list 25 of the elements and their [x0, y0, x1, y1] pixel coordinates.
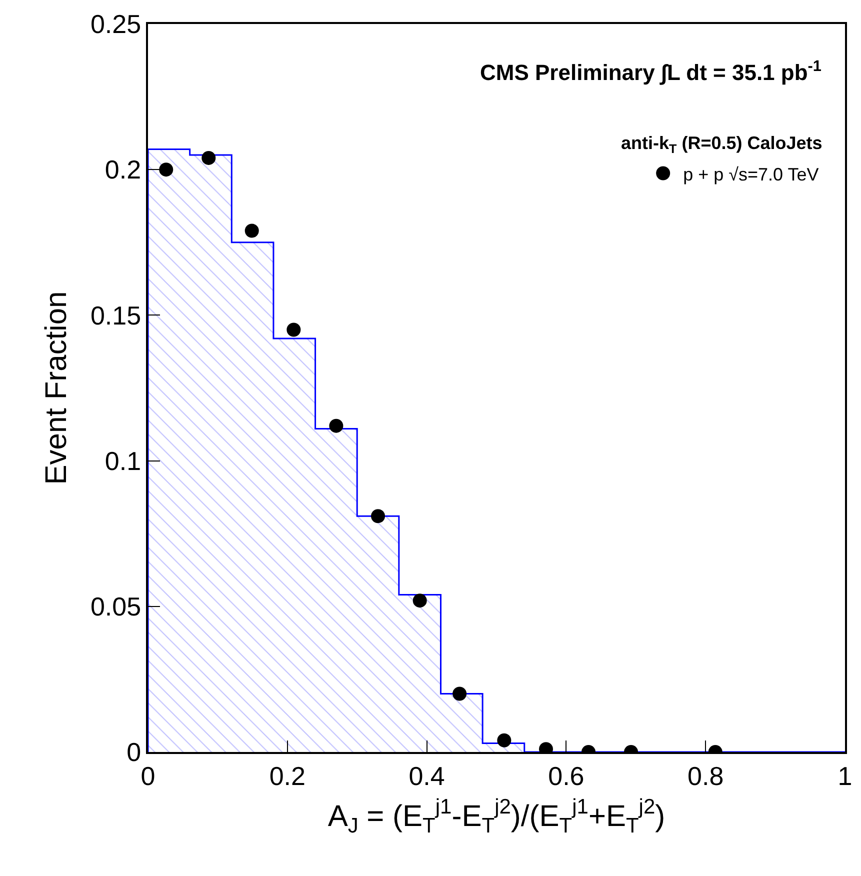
point — [244, 224, 259, 238]
point — [202, 150, 216, 165]
point — [286, 322, 301, 337]
point — [371, 509, 386, 524]
point — [497, 733, 512, 748]
x-tick-label: 0.8 — [688, 760, 724, 791]
x-tick-label: 0.2 — [269, 760, 306, 791]
point — [412, 594, 427, 608]
x-tick-label: 1 — [838, 760, 852, 791]
legend-label: p + p √s=7.0 TeV — [683, 164, 819, 184]
y-axis-title: Event Fraction — [40, 291, 73, 485]
x-tick-label: 0.4 — [408, 760, 445, 791]
y-tick-label: 0.2 — [104, 154, 142, 185]
y-tick-label: 0 — [126, 737, 142, 768]
point — [452, 686, 467, 701]
y-tick-label: 0.1 — [104, 446, 142, 476]
text: A$_{J}$ = (E$_{T}$$^{j1}$-E$_{T}$$^{j2}$)/(E$_{T}$$^{j1}$+E$_{T}$$^{j2}$) — [328, 795, 666, 838]
y-tick-label: 0.05 — [90, 592, 142, 622]
y-tick-label: 0.25 — [90, 9, 142, 40]
annotation: anti-k$_{T}$ (R=0.5) CaloJets — [621, 133, 822, 156]
y-tick-label: 0.15 — [90, 300, 142, 330]
point — [159, 162, 174, 177]
x-tick-label: 0.6 — [548, 760, 584, 791]
point — [329, 418, 344, 433]
annotation: CMS Preliminary ∫L dt = 35.1 pb$^{-1}$ — [480, 58, 822, 86]
